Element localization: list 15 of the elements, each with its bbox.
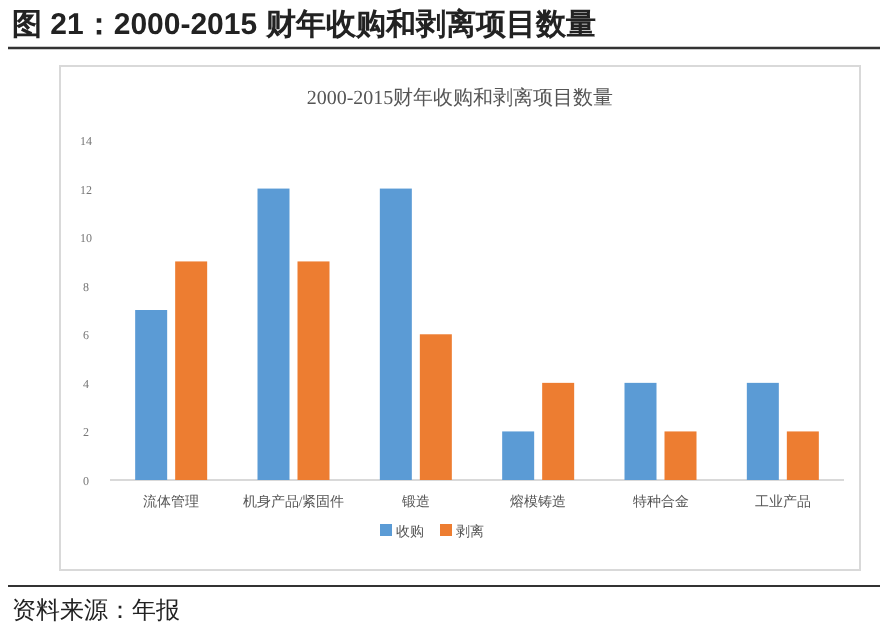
bar xyxy=(664,431,697,480)
bar xyxy=(379,188,412,480)
bar xyxy=(502,431,535,480)
text: 资料来源：年报 xyxy=(12,596,180,624)
bar xyxy=(746,382,779,480)
bar xyxy=(175,261,208,480)
chart-subtitle: 2000-2015财年收购和剥离项目数量 xyxy=(306,86,614,110)
bar xyxy=(297,261,330,480)
bar xyxy=(257,188,290,480)
bar xyxy=(542,382,575,480)
bar xyxy=(135,310,168,480)
chart-title: 图 21：2000-2015 财年收购和剥离项目数量 xyxy=(12,6,596,42)
bar xyxy=(419,334,452,480)
bar xyxy=(624,382,657,480)
bar xyxy=(786,431,819,480)
